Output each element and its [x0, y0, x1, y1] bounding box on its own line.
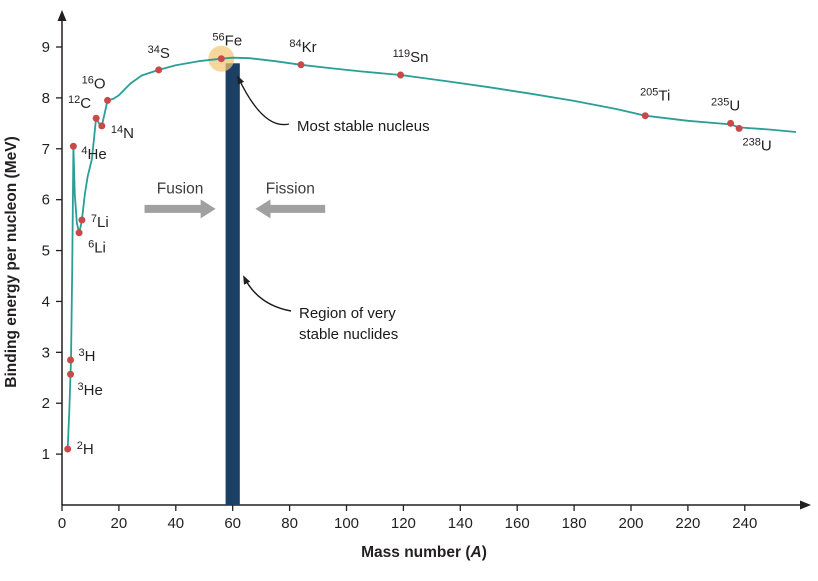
point-12C: [92, 114, 100, 122]
process-arrow-fission: Fission: [255, 181, 326, 219]
label-3He: 3He: [78, 381, 103, 399]
x-tick-label: 240: [732, 515, 757, 532]
y-tick-label: 9: [42, 39, 50, 56]
point-34S: [155, 66, 163, 74]
annotation-arrow-icon: [243, 275, 292, 312]
point-3H: [67, 356, 75, 364]
x-axis-title: Mass number (A): [361, 544, 487, 561]
x-tick-label: 140: [448, 515, 473, 532]
label-2H: 2H: [77, 440, 94, 458]
point-56Fe: [217, 55, 225, 63]
y-tick-label: 1: [42, 446, 50, 463]
point-16O: [104, 96, 112, 104]
process-arrow-fusion: Fusion: [144, 181, 216, 219]
point-14N: [98, 122, 106, 130]
point-238U: [735, 124, 743, 132]
x-tick-label: 60: [224, 515, 241, 532]
x-tick-label: 220: [675, 515, 700, 532]
nuclide-labels: 2H 3He 3H 4He 6Li 7Li 12C 14N 16O 34S 56Fe 84Kr 119S…: [68, 32, 772, 458]
x-tick-label: 160: [505, 515, 530, 532]
fission-label: Fission: [266, 181, 315, 198]
point-4He: [69, 142, 77, 150]
fusion-arrow-icon: [144, 199, 216, 219]
x-tick-label: 80: [281, 515, 298, 532]
label-3H: 3H: [79, 347, 96, 365]
stable-region-bar: [225, 63, 240, 506]
x-tick-label: 100: [334, 515, 359, 532]
fusion-label: Fusion: [157, 181, 204, 198]
annotation-stable-region: Region of very stable nuclides: [243, 275, 398, 343]
axes: 0 20 40 60 80 100 120 140 160 180 200 220 240 1 2 3 4 5 6 7…: [3, 10, 811, 561]
curve-path: [66, 56, 797, 450]
x-tick-label: 200: [618, 515, 643, 532]
label-119Sn: 119Sn: [393, 48, 429, 66]
label-16O: 16O: [82, 74, 106, 92]
y-tick-label: 4: [42, 293, 50, 310]
point-84Kr: [297, 61, 305, 69]
point-3He: [67, 370, 75, 378]
label-235U: 235U: [711, 96, 740, 114]
point-2H: [64, 445, 72, 453]
label-4He: 4He: [81, 145, 106, 163]
label-34S: 34S: [148, 44, 170, 62]
label-56Fe: 56Fe: [212, 32, 242, 50]
label-6Li: 6Li: [88, 239, 106, 257]
binding-energy-curve: [66, 56, 797, 450]
annotation-text-most-stable: Most stable nucleus: [297, 118, 430, 135]
point-235U: [727, 119, 735, 127]
point-6Li: [75, 229, 83, 237]
x-tick-label: 120: [391, 515, 416, 532]
y-axis-title: Binding energy per nucleon (MeV): [3, 136, 20, 387]
annotation-arrow-icon: [237, 75, 290, 126]
data-points: [64, 55, 743, 453]
label-238U: 238U: [743, 136, 772, 154]
y-tick-label: 6: [42, 192, 50, 209]
point-7Li: [78, 216, 86, 224]
label-12C: 12C: [68, 94, 91, 112]
y-tick-label: 8: [42, 90, 50, 107]
y-tick-label: 2: [42, 395, 50, 412]
x-tick-label: 180: [562, 515, 587, 532]
annotation-text-stable-region: stable nuclides: [299, 326, 398, 343]
annotation-text-stable-region: Region of very: [299, 305, 396, 322]
y-tick-label: 5: [42, 243, 50, 260]
label-205Ti: 205Ti: [640, 87, 670, 105]
label-14N: 14N: [111, 124, 134, 142]
y-tick-label: 3: [42, 344, 50, 361]
stability-bar: [225, 63, 240, 506]
x-tick-label: 40: [167, 515, 184, 532]
x-tick-label: 20: [111, 515, 128, 532]
y-tick-label: 7: [42, 141, 50, 158]
point-119Sn: [397, 71, 405, 79]
label-84Kr: 84Kr: [289, 38, 316, 56]
fission-arrow-icon: [255, 199, 326, 219]
x-tick-label: 0: [58, 515, 66, 532]
annotation-most-stable: Most stable nucleus: [237, 75, 430, 135]
label-7Li: 7Li: [91, 213, 109, 231]
point-205Ti: [641, 112, 649, 120]
